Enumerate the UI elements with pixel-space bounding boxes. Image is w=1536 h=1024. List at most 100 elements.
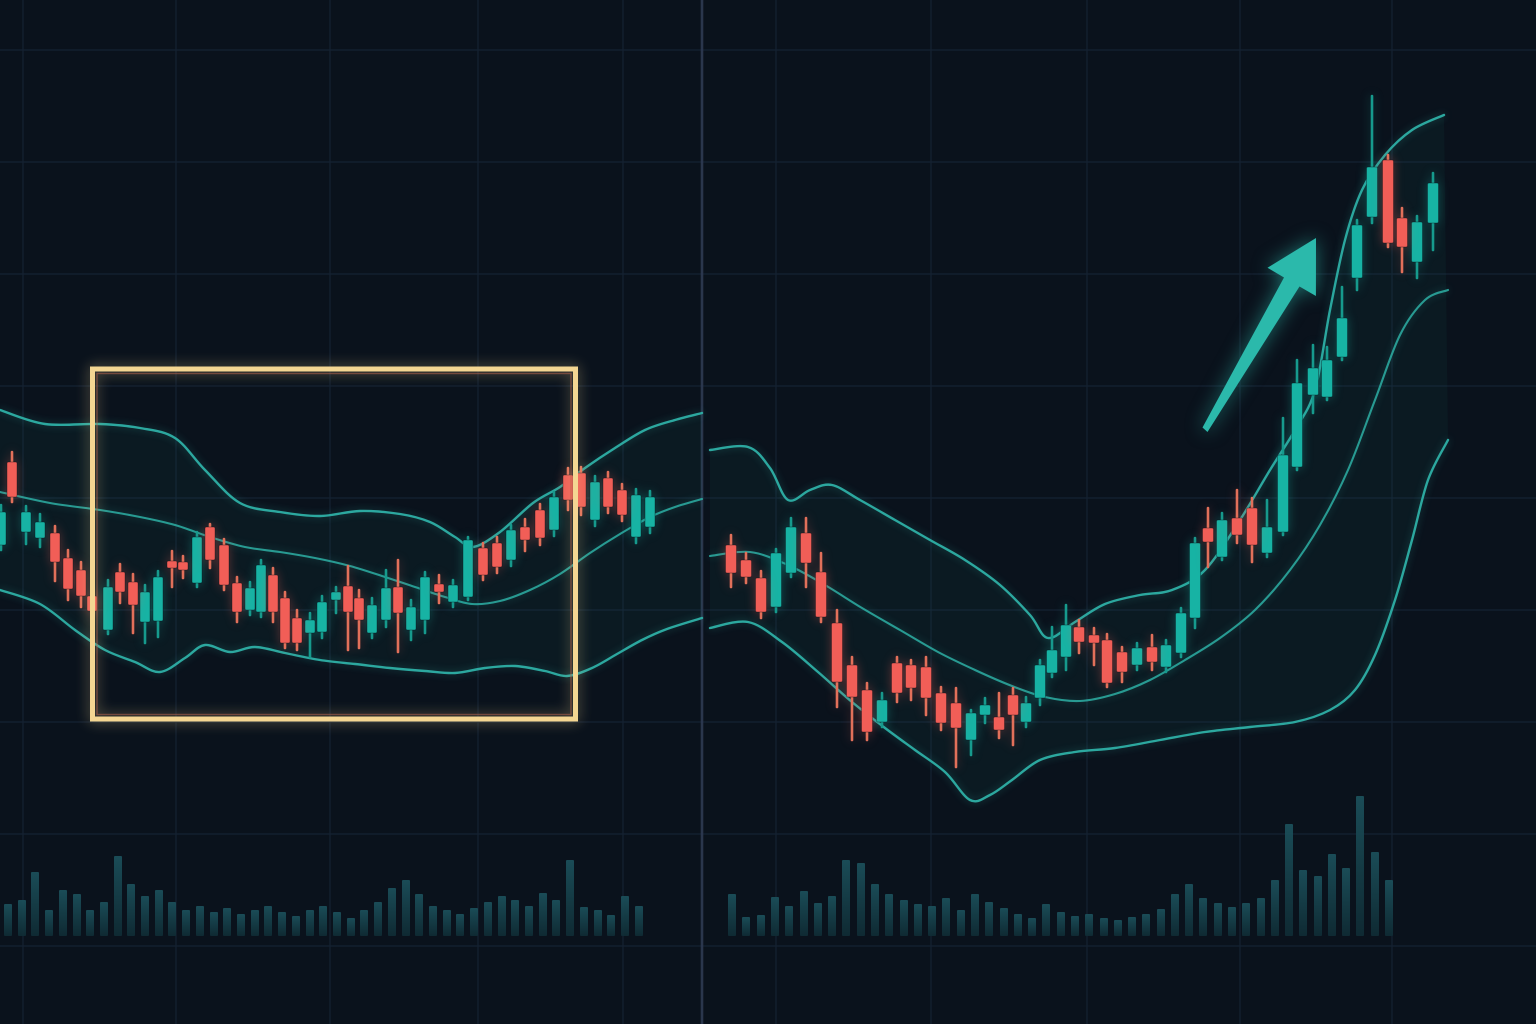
bullish-candles [770,94,1439,757]
candle-body [34,521,46,539]
volume-bar [127,884,135,936]
candle-body [20,511,32,533]
candle-bullish [462,535,474,602]
candle-bullish [644,489,656,535]
highlight-rectangle [90,366,578,722]
volume-bar [59,890,67,936]
volume-bar [942,898,950,936]
candle-body [935,692,947,724]
candle-bullish [1046,625,1058,679]
bollinger-middle-band-line [0,490,704,606]
candle-bearish [905,658,917,702]
volume-bar [1100,918,1108,936]
candle-bullish [1366,94,1378,225]
candle-bearish [950,686,962,769]
candle-body [244,587,256,611]
volume-bar [4,904,12,936]
volume-bar [971,894,979,936]
candle-bullish [1189,536,1201,630]
volume-bar [1228,907,1236,936]
volume-bar [498,896,506,936]
candle-body [950,702,962,729]
candle-bullish [34,512,46,549]
candle-bearish [1007,686,1019,747]
volume-bar [73,894,81,936]
candle-bullish [1291,358,1303,472]
volume-bar [251,910,259,936]
candle-bearish [218,537,230,592]
candle-bullish [1020,695,1032,729]
volume-bar [45,910,53,936]
candle-body [1366,166,1378,218]
candle-body [405,606,417,631]
volume-bar [168,902,176,936]
candle-body [1046,649,1058,674]
volume-bar [86,910,94,936]
candle-bullish [419,570,431,635]
candle-body [419,576,431,621]
candle-bearish [353,588,365,650]
candle-body [740,559,752,578]
volume-bar [1299,870,1307,936]
volume-bar [1128,917,1136,936]
candle-bearish [114,562,126,605]
volume-bars [728,796,1393,936]
volume-bar [814,903,822,936]
volume-bar [114,856,122,936]
candle-bearish [755,569,767,620]
candle-body [548,496,560,531]
candle-bullish [447,578,459,609]
candle-bearish [491,535,503,575]
candle-body [291,617,303,644]
volume-bar [742,917,750,936]
volume-bar [1185,884,1193,936]
volume-bar [580,907,588,936]
volume-bar [1242,903,1250,936]
candle-body [846,664,858,698]
volume-bar [470,908,478,936]
volume-bar [1171,894,1179,936]
volume-bar [525,906,533,936]
candle-body [1336,317,1348,358]
volume-bar [1356,796,1364,936]
volume-bar [594,910,602,936]
bollinger-upper-band-line [708,113,1446,640]
candle-bullish [152,569,164,639]
candle-bullish [304,611,316,659]
volume-bar [237,914,245,936]
volume-bar [885,894,893,936]
volume-bar [347,918,355,936]
candle-bearish [342,564,354,652]
candle-bullish [1034,658,1046,707]
volume-bar [429,906,437,936]
candle-body [965,712,977,741]
candle-body [204,526,216,561]
volume-bar [985,902,993,936]
candle-body [366,604,378,634]
candle-body [1231,517,1243,536]
candle-bullish [876,691,888,729]
candle-body [218,544,230,586]
candle-bullish [1321,345,1333,402]
candle-body [993,716,1005,731]
candle-body [1277,454,1289,533]
candle-body [62,557,74,590]
candle-bullish [1277,416,1289,537]
volume-bar [155,890,163,936]
candle-body [152,576,164,622]
volume-bar [292,916,300,936]
volume-bar [402,880,410,936]
candle-body [979,704,991,716]
candle-bullish [1160,638,1172,674]
candle-body [462,539,474,598]
candle-body [342,585,354,613]
candle-body [1291,382,1303,468]
candle-bullish [405,598,417,642]
candle-bearish [1396,206,1408,274]
volume-bars [4,856,643,936]
volume-bar [1257,898,1265,936]
volume-bar [388,888,396,936]
candle-body [1034,664,1046,699]
